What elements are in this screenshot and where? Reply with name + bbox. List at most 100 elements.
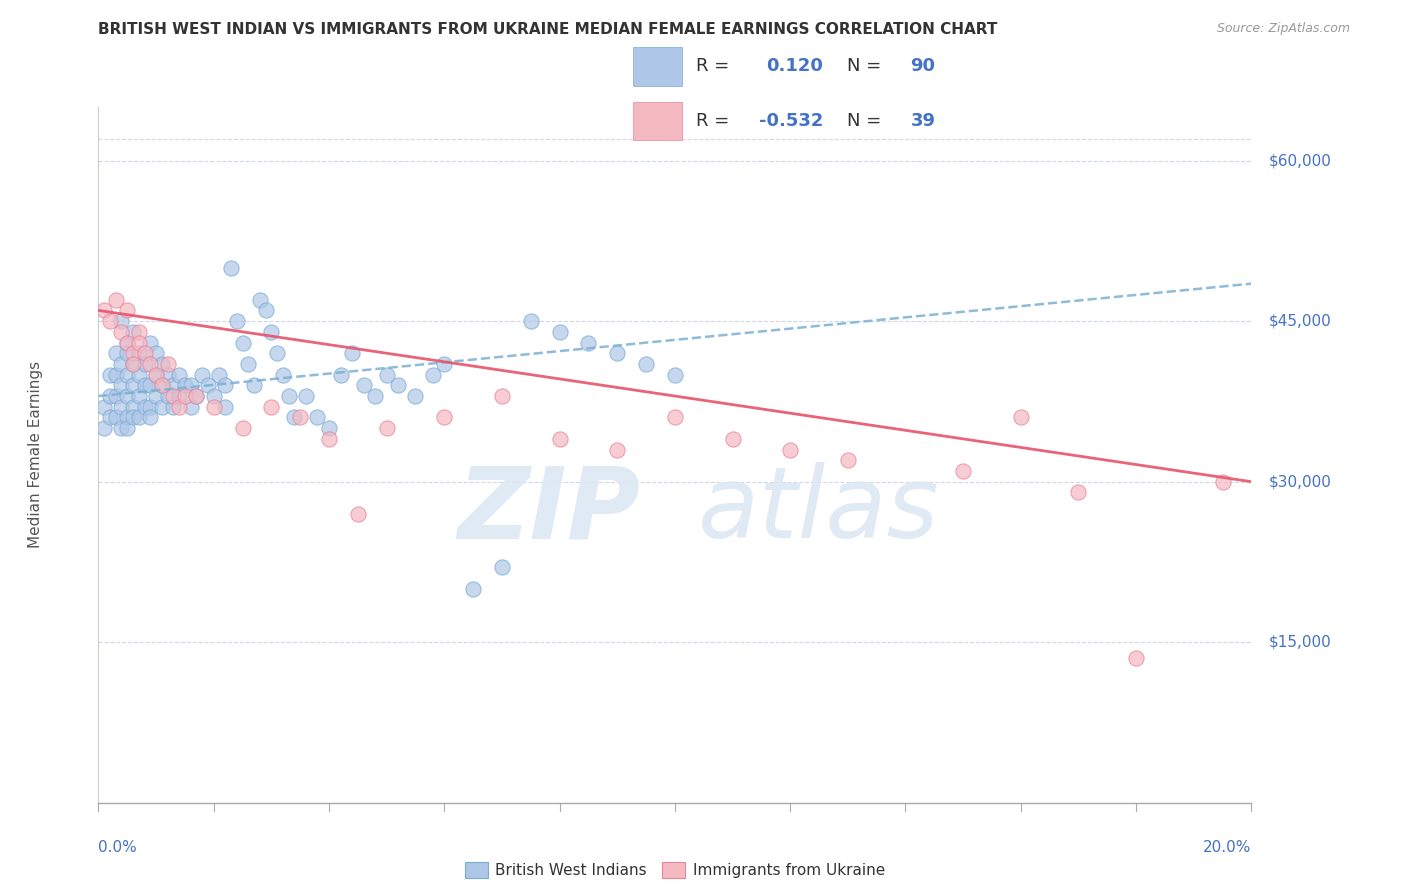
Point	[364, 389, 387, 403]
Point	[779, 442, 801, 457]
Text: 0.0%: 0.0%	[98, 840, 138, 855]
Point	[231, 421, 254, 435]
Point	[150, 378, 173, 392]
Point	[98, 314, 121, 328]
Point	[156, 368, 179, 382]
Point	[122, 346, 145, 360]
Point	[104, 410, 127, 425]
Text: R =: R =	[696, 112, 735, 130]
Legend: British West Indians, Immigrants from Ukraine: British West Indians, Immigrants from Uk…	[457, 855, 893, 886]
Point	[145, 368, 167, 382]
Point	[98, 410, 121, 425]
Point	[117, 421, 138, 435]
Point	[340, 346, 363, 360]
Point	[225, 314, 247, 328]
Point	[128, 346, 150, 360]
Point	[110, 357, 132, 371]
Point	[271, 368, 294, 382]
Text: 0.120: 0.120	[766, 57, 823, 76]
Point	[664, 410, 686, 425]
Point	[636, 357, 658, 371]
Point	[117, 335, 138, 350]
Point	[277, 389, 299, 403]
Point	[231, 335, 254, 350]
Point	[375, 368, 398, 382]
Text: ZIP: ZIP	[457, 462, 640, 559]
Text: N =: N =	[846, 112, 887, 130]
Point	[295, 389, 318, 403]
Point	[110, 421, 132, 435]
Point	[128, 335, 150, 350]
Text: $60,000: $60,000	[1268, 153, 1331, 168]
Point	[520, 314, 543, 328]
Point	[387, 378, 409, 392]
Point	[186, 389, 208, 403]
Text: -0.532: -0.532	[759, 112, 824, 130]
Point	[491, 560, 513, 574]
Point	[150, 357, 173, 371]
Point	[167, 400, 190, 414]
Point	[156, 357, 179, 371]
Point	[110, 400, 132, 414]
Point	[156, 389, 179, 403]
Point	[104, 346, 127, 360]
Text: Source: ZipAtlas.com: Source: ZipAtlas.com	[1216, 22, 1350, 36]
Point	[191, 368, 214, 382]
Point	[405, 389, 427, 403]
Text: 39: 39	[911, 112, 935, 130]
Point	[145, 389, 167, 403]
Point	[578, 335, 600, 350]
Point	[162, 378, 184, 392]
Point	[346, 507, 368, 521]
Point	[243, 378, 266, 392]
Text: 90: 90	[911, 57, 935, 76]
Point	[260, 400, 283, 414]
Point	[664, 368, 686, 382]
Point	[290, 410, 312, 425]
Point	[134, 378, 156, 392]
Point	[128, 410, 150, 425]
Point	[117, 410, 138, 425]
Point	[318, 421, 340, 435]
Point	[128, 389, 150, 403]
Point	[128, 325, 150, 339]
Point	[104, 389, 127, 403]
Point	[214, 400, 236, 414]
Point	[93, 303, 115, 318]
Point	[238, 357, 260, 371]
Point	[433, 357, 456, 371]
Point	[93, 421, 115, 435]
Text: Median Female Earnings: Median Female Earnings	[28, 361, 42, 549]
Point	[122, 378, 145, 392]
Point	[329, 368, 352, 382]
Point	[145, 346, 167, 360]
Point	[110, 325, 132, 339]
Point	[150, 400, 173, 414]
Text: $45,000: $45,000	[1268, 314, 1331, 328]
Point	[180, 400, 202, 414]
Point	[122, 357, 145, 371]
Point	[104, 293, 127, 307]
Point	[260, 325, 283, 339]
Point	[197, 378, 219, 392]
Point	[167, 389, 190, 403]
Point	[139, 335, 162, 350]
Point	[128, 368, 150, 382]
Point	[104, 368, 127, 382]
Point	[139, 400, 162, 414]
Point	[186, 389, 208, 403]
Point	[162, 400, 184, 414]
Point	[117, 368, 138, 382]
Text: $15,000: $15,000	[1268, 635, 1331, 649]
Point	[422, 368, 444, 382]
Point	[1010, 410, 1032, 425]
Point	[952, 464, 974, 478]
Point	[167, 368, 190, 382]
Bar	[633, 102, 682, 140]
Text: R =: R =	[696, 57, 735, 76]
Point	[202, 400, 225, 414]
Point	[110, 314, 132, 328]
Point	[122, 357, 145, 371]
Point	[1067, 485, 1090, 500]
Bar	[633, 47, 682, 86]
